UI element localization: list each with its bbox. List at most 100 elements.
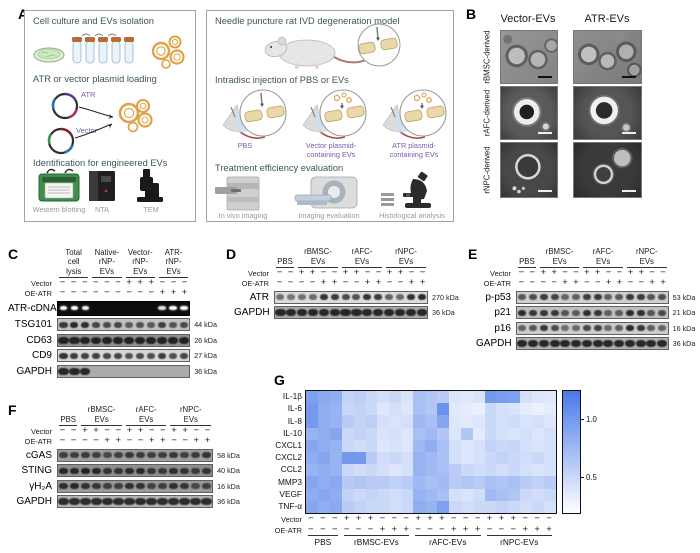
molecular-weight-label: 58 kDa	[217, 450, 240, 460]
heatmap-cell	[484, 476, 497, 489]
blot-strip	[516, 290, 669, 304]
heatmap-cell	[377, 427, 390, 440]
heatmap-cell	[317, 476, 330, 489]
blot-band	[635, 340, 646, 347]
blot-lane	[528, 307, 539, 318]
blot-band	[136, 467, 145, 474]
blot-band	[318, 309, 329, 316]
heatmap-cell	[532, 500, 545, 513]
blot-lane	[69, 302, 80, 315]
blot-band	[58, 367, 69, 375]
heatmap-grid	[305, 390, 557, 514]
blot-group-header: PBS	[57, 404, 79, 426]
condition-mark: −	[204, 425, 211, 436]
condition-mark: −	[126, 287, 132, 298]
heatmap-row-label: IL-6	[287, 403, 302, 414]
blot-lane	[69, 465, 80, 476]
heatmap-cell	[317, 391, 330, 404]
blot-lane	[362, 307, 373, 318]
blot-condition-marks: − − − − + + − − + + − − + +	[516, 278, 668, 288]
heatmap-cell	[401, 500, 414, 513]
blot-lane	[69, 319, 80, 330]
blot-lane	[113, 319, 124, 330]
heatmap-cell	[520, 403, 533, 416]
blot-lane	[146, 366, 157, 377]
blot-condition-row: OE-ATR − − − − + + − − + + − − + +	[8, 436, 255, 446]
blot-band	[341, 294, 350, 300]
condition-mark: +	[379, 523, 386, 535]
blot-strip	[516, 321, 669, 335]
heatmap-cell	[484, 391, 497, 404]
blot-lane	[178, 302, 189, 315]
blot-band	[58, 336, 69, 344]
condition-mark: −	[137, 287, 143, 298]
condition-mark: +	[364, 277, 371, 288]
panel-a-right-graphics	[215, 23, 447, 211]
blot-lane	[124, 366, 135, 377]
in-vivo-imaging-icon	[215, 176, 260, 211]
condition-mark: −	[638, 277, 645, 288]
blot-lane	[560, 292, 571, 303]
heatmap-cell	[365, 427, 378, 440]
heatmap-cell	[472, 403, 485, 416]
blot-condition-label: Vector	[31, 426, 52, 436]
blot-lane	[635, 323, 646, 334]
condition-mark: +	[204, 435, 211, 446]
heatmap-cell	[353, 464, 366, 477]
condition-mark: +	[415, 513, 421, 524]
blot-group-header-line: rAFC-	[135, 405, 157, 414]
blot-lane	[657, 307, 668, 318]
heatmap-cell	[377, 476, 390, 489]
blot-band	[405, 309, 416, 316]
blot-lane	[156, 319, 167, 330]
blot-header: Total cell lysis Native-rNP- EVs Vector-rNP- E…	[57, 246, 232, 278]
condition-mark: −	[287, 267, 294, 278]
blot-band	[103, 352, 112, 359]
blot-target-label: CD63	[26, 334, 52, 346]
condition-mark: −	[551, 277, 557, 288]
condition-mark: −	[81, 287, 88, 298]
condition-mark: +	[115, 435, 122, 446]
heatmap-cell	[436, 451, 449, 465]
condition-mark: +	[331, 277, 338, 288]
blot-condition-marks: − − + + − − + + − − + + − −	[274, 268, 428, 278]
blot-lane	[592, 338, 603, 349]
heatmap-cell	[532, 439, 545, 452]
heatmap-group-line	[415, 535, 481, 536]
scale-bar	[622, 76, 636, 78]
condition-mark: −	[364, 267, 371, 278]
molecular-weight-label: 53 kDa	[672, 292, 696, 302]
blot-group-underline	[386, 267, 426, 268]
heatmap-cell	[377, 415, 390, 428]
blot-lane	[539, 292, 550, 303]
blot-band	[134, 336, 146, 344]
panel-g-label: G	[274, 372, 285, 388]
heatmap-cell	[401, 415, 414, 428]
heatmap-cell	[520, 451, 533, 465]
blot-lane	[168, 496, 179, 507]
blot-lane	[135, 350, 146, 361]
blot-lane	[146, 465, 157, 476]
blot-band	[202, 483, 211, 489]
blot-lane	[179, 450, 190, 461]
heatmap-cell	[353, 451, 366, 465]
condition-mark: −	[309, 277, 316, 288]
blot-group-header: rNPC- EVs	[168, 404, 213, 426]
blot-lane	[614, 307, 625, 318]
blot-lane	[135, 465, 146, 476]
heatmap-cell	[508, 403, 521, 416]
scale-bar	[538, 190, 552, 192]
blot-lane	[190, 496, 201, 507]
injection-pbs-icon	[222, 89, 287, 139]
blot-lane	[190, 465, 201, 476]
blot-lane	[69, 335, 80, 346]
blot-lane	[416, 292, 427, 303]
heatmap-cell	[365, 451, 378, 465]
blot-lane	[168, 481, 179, 492]
blot-lane	[329, 292, 340, 303]
blot-band	[191, 467, 200, 474]
blot-row: γH₂A 16 kDa	[8, 479, 255, 493]
blot-lane	[383, 307, 395, 318]
plasmid-atr-label: ATR	[81, 90, 96, 99]
heatmap-cell	[377, 500, 390, 513]
